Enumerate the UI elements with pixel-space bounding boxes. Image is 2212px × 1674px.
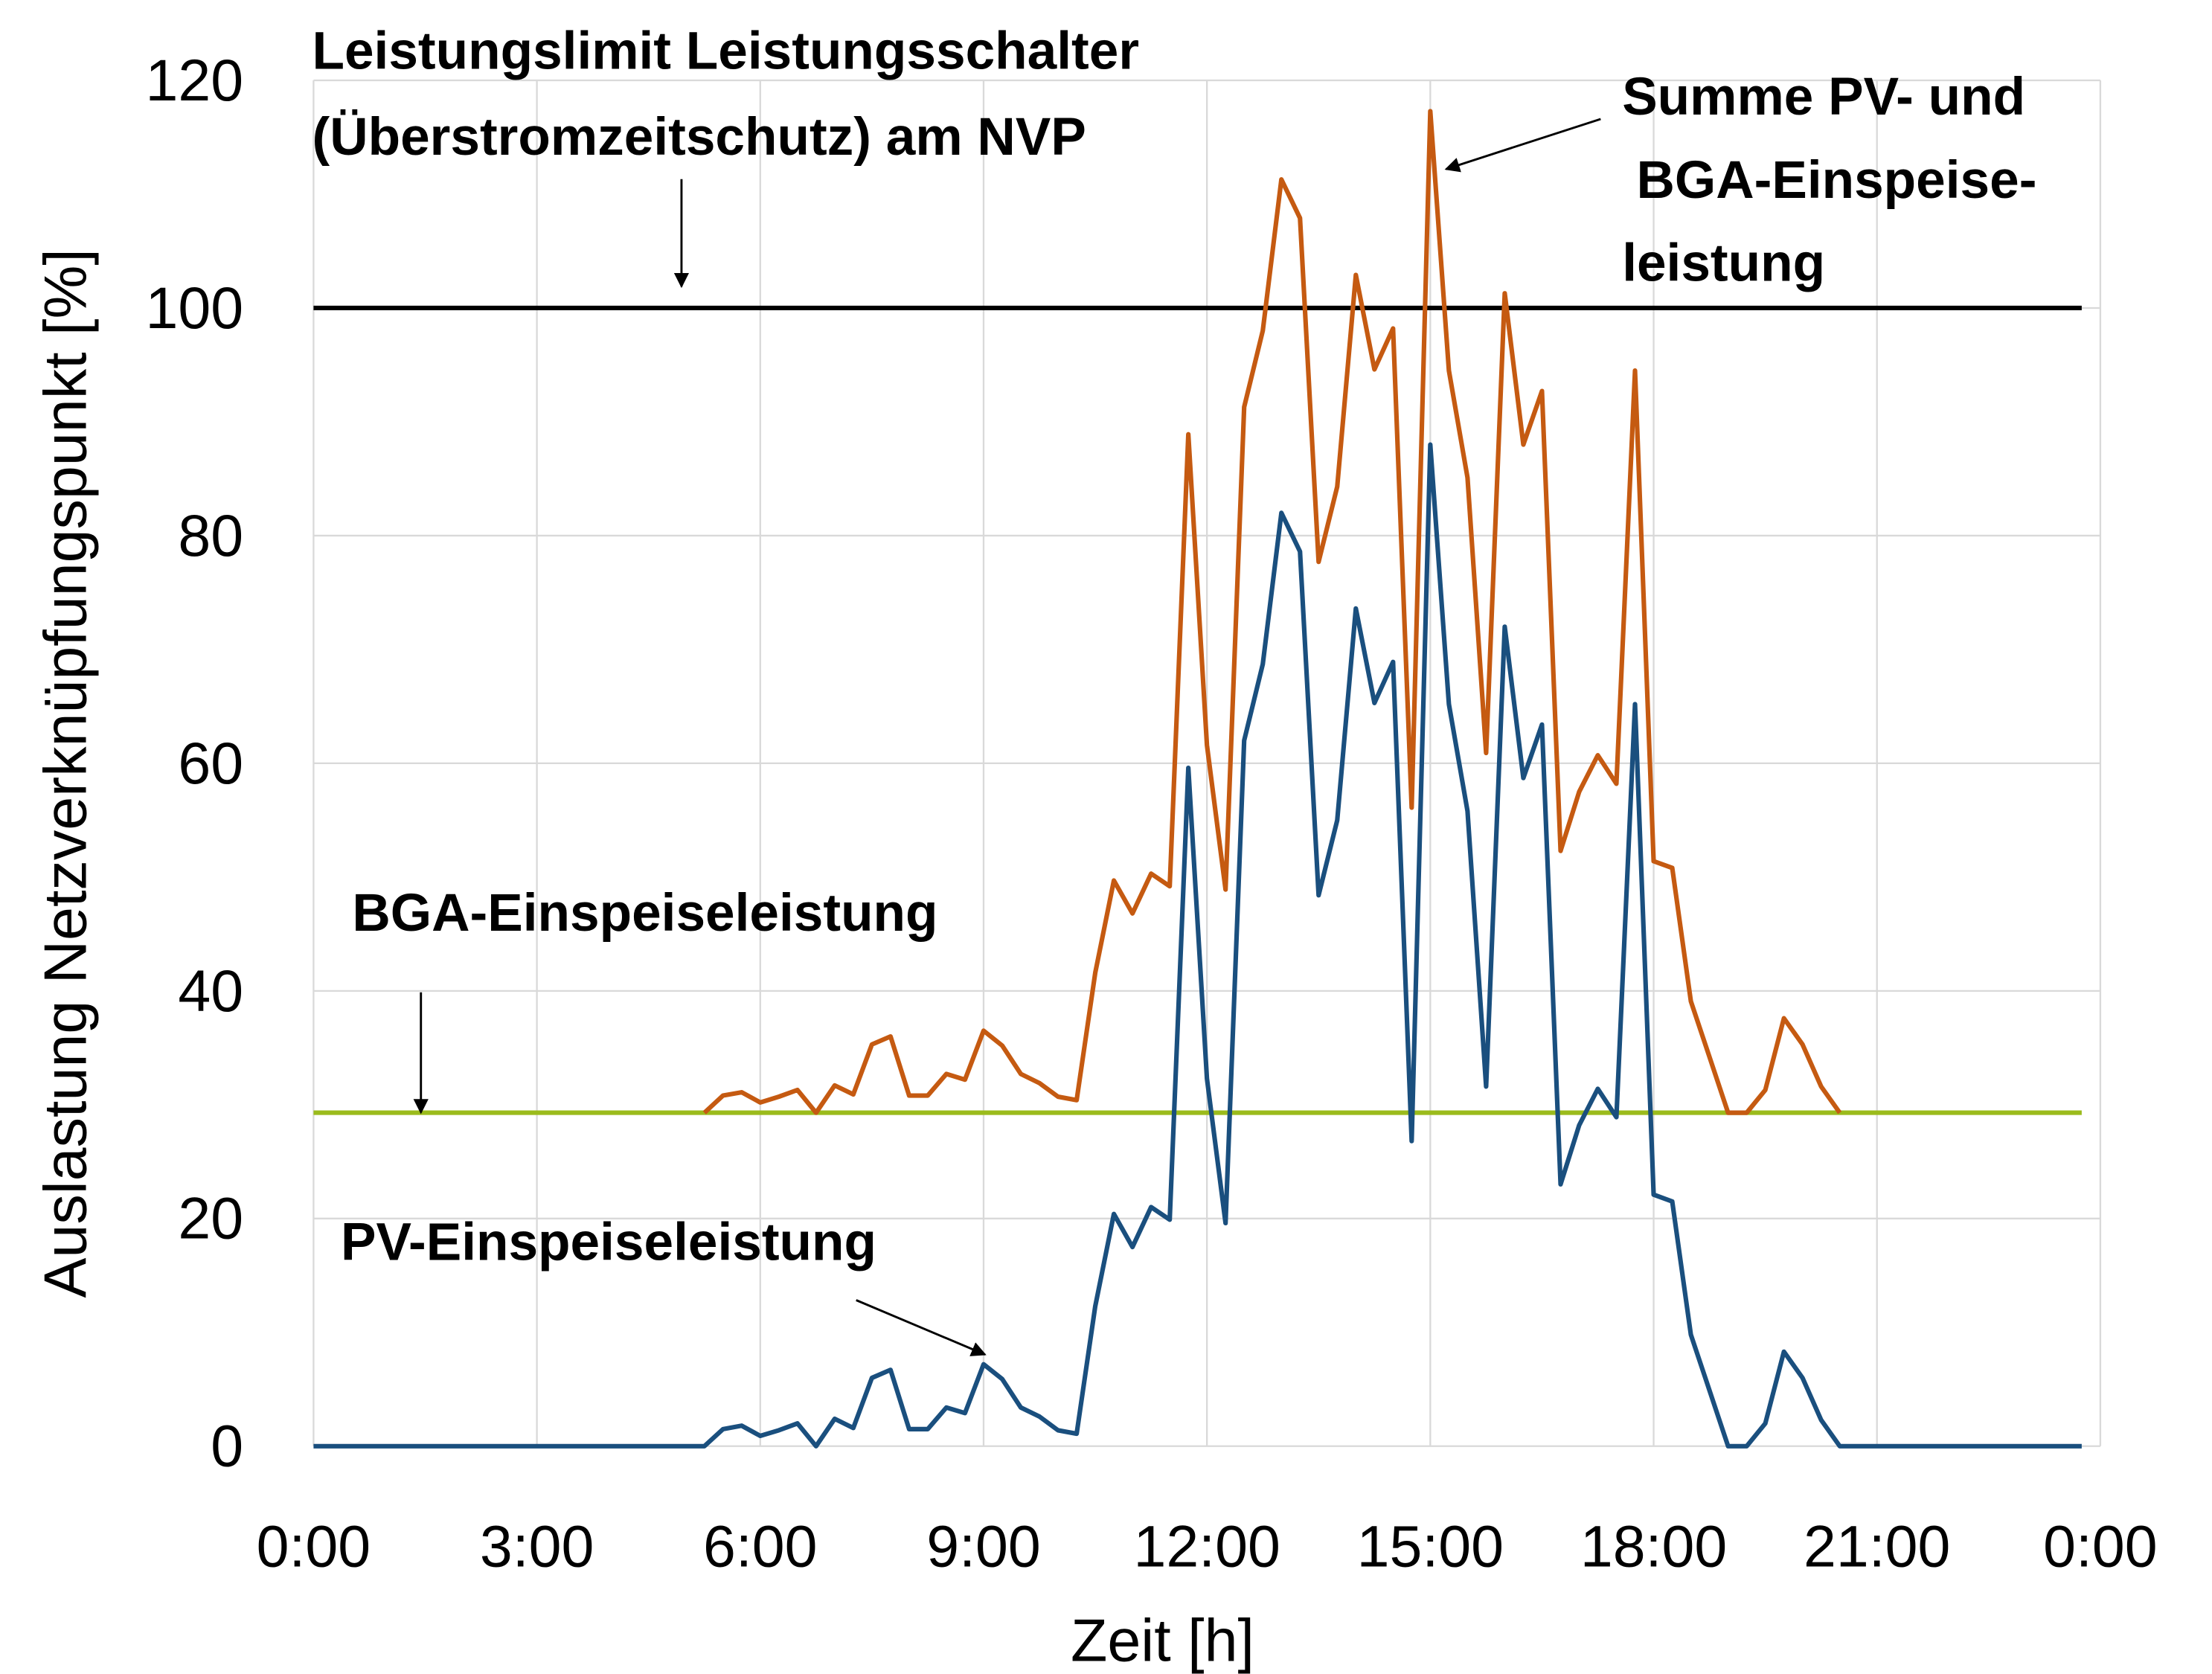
annotation-sum-arrow [1444,118,1601,173]
annotation-pv: PV-Einspeiseleistung [341,1213,876,1272]
x-tick-label: 9:00 [926,1513,1041,1579]
y-axis-ticks: 0 20 40 60 80 100 120 [146,48,244,1479]
annotation-pv-arrow [856,1299,987,1356]
series-pv-einspeiseleistung [313,442,2082,1449]
annotation-bga: BGA-Einspeiseleistung [352,884,937,943]
series-summe-pv-und-bga-einspeiseleistung [702,109,1842,1115]
x-tick-label: 15:00 [1357,1513,1504,1579]
annotation-sum-line1: Summe PV- und [1622,68,2025,126]
y-tick-label: 60 [178,731,243,796]
x-axis-ticks: 0:00 3:00 6:00 9:00 12:00 15:00 18:00 21:00 0:00 [257,1513,2158,1579]
series-layer [313,109,2082,1449]
x-tick-label: 0:00 [2043,1513,2158,1579]
y-tick-label: 100 [146,275,244,341]
y-tick-label: 40 [178,958,243,1024]
annotation-sum-line3: leistung [1622,234,1825,292]
annotation-limit-line2: (Überstromzeitschutz) am NVP [312,108,1086,167]
annotation-limit-line1: Leistungslimit Leistungsschalter [312,22,1139,81]
x-tick-label: 6:00 [703,1513,818,1579]
y-tick-label: 80 [178,503,243,568]
x-tick-label: 12:00 [1133,1513,1280,1579]
y-tick-label: 120 [146,48,244,113]
x-tick-label: 21:00 [1804,1513,1950,1579]
x-tick-label: 3:00 [480,1513,594,1579]
x-tick-label: 0:00 [257,1513,371,1579]
x-axis-label: Zeit [h] [1071,1607,1254,1674]
y-axis-label: Auslastung Netzverknüpfungspunkt [%] [32,248,99,1298]
x-tick-label: 18:00 [1580,1513,1727,1579]
y-tick-label: 20 [178,1186,243,1251]
annotation-sum-line2: BGA-Einspeise- [1636,151,2036,210]
y-tick-label: 0 [211,1414,243,1479]
